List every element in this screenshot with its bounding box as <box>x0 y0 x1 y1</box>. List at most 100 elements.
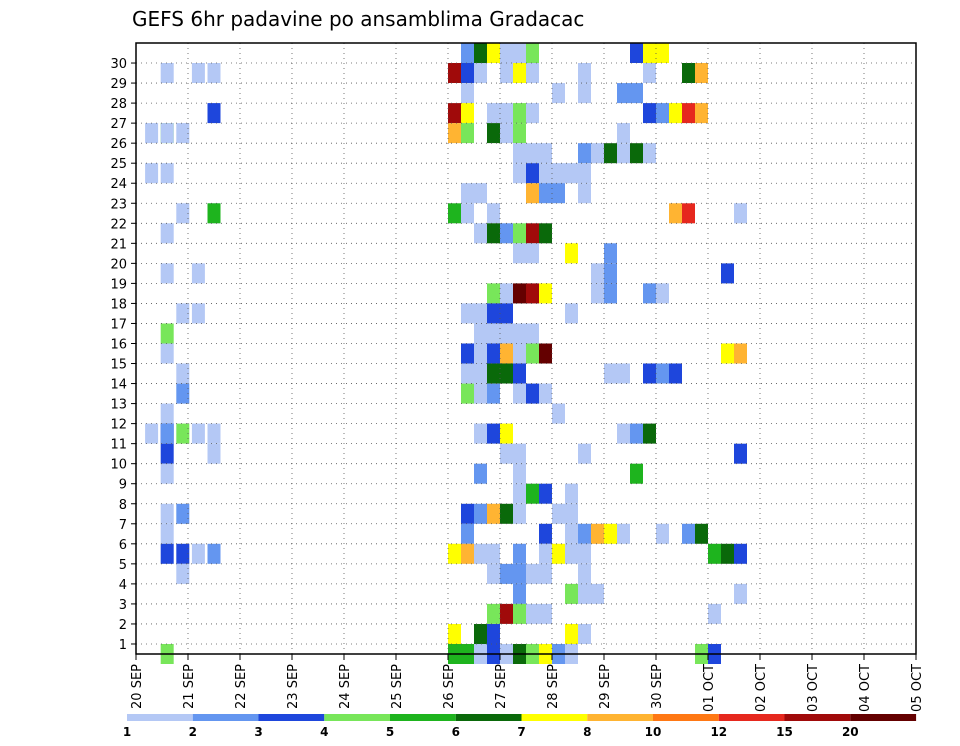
color-legend: 1 2 3 4 5 6 7 8 10 12 15 20 <box>123 714 917 739</box>
heatmap-cell <box>695 63 708 83</box>
heatmap-cell <box>526 343 539 364</box>
heatmap-cell <box>500 103 513 124</box>
legend-label: 7 <box>517 725 525 739</box>
heatmap-cell <box>145 423 159 444</box>
heatmap-cell <box>656 363 669 384</box>
heatmap-cell <box>552 503 565 524</box>
heatmap-cell <box>721 543 734 564</box>
heatmap-cell <box>500 363 513 384</box>
heatmap-cell <box>500 323 513 344</box>
heatmap-cell <box>539 603 552 624</box>
y-tick-label: 25 <box>110 157 127 172</box>
heatmap-cell <box>461 63 474 83</box>
heatmap-cell <box>682 103 695 124</box>
heatmap-cell <box>500 503 513 524</box>
heatmap-cell <box>734 343 747 364</box>
heatmap-cell <box>207 63 221 83</box>
heatmap-cell <box>539 523 552 544</box>
heatmap-cell <box>539 483 552 504</box>
y-tick-label: 9 <box>119 478 127 493</box>
x-tick-label: 27 SEP <box>494 664 509 709</box>
heatmap-cell <box>604 143 617 164</box>
heatmap-cell <box>565 163 578 184</box>
heatmap-cell <box>448 103 461 124</box>
heatmap-cell <box>578 163 591 184</box>
heatmap-cell <box>160 463 174 484</box>
x-tick-label: 30 SEP <box>650 664 665 709</box>
y-tick-label: 23 <box>110 197 127 212</box>
heatmap-cell <box>708 543 721 564</box>
heatmap-cell <box>513 63 526 83</box>
heatmap-cell <box>207 103 221 124</box>
heatmap-cell <box>526 163 539 184</box>
heatmap-cell <box>176 563 190 584</box>
heatmap-cell <box>539 183 552 204</box>
legend-swatch <box>850 714 917 721</box>
heatmap-cell <box>643 43 656 63</box>
y-tick-label: 5 <box>119 558 127 573</box>
heatmap-cell <box>539 223 552 244</box>
heatmap-cell <box>669 203 682 224</box>
heatmap-cell <box>487 323 500 344</box>
y-tick-label: 1 <box>119 638 127 653</box>
heatmap-cell <box>591 523 604 544</box>
heatmap-cell <box>500 303 513 324</box>
heatmap-cell <box>500 563 513 584</box>
heatmap-cell <box>487 563 500 584</box>
heatmap-cell <box>578 583 591 604</box>
heatmap-cell <box>643 143 656 164</box>
heatmap-cell <box>526 243 539 264</box>
heatmap-cell <box>552 163 565 184</box>
chart-title: GEFS 6hr padavine po ansamblima Gradacac <box>132 7 584 31</box>
heatmap-cell <box>474 63 487 83</box>
heatmap-cell <box>552 543 565 564</box>
heatmap-cell <box>461 363 474 384</box>
heatmap-cell <box>474 383 487 404</box>
heatmap-cell <box>513 483 526 504</box>
heatmap-cell <box>160 423 174 444</box>
legend-swatch <box>784 714 851 721</box>
heatmap-cell <box>565 583 578 604</box>
heatmap-cell <box>176 123 190 144</box>
heatmap-cell <box>487 123 500 144</box>
heatmap-cell <box>539 383 552 404</box>
y-tick-label: 22 <box>110 217 127 232</box>
heatmap-cell <box>604 263 617 284</box>
heatmap-cell <box>461 183 474 204</box>
heatmap-cell <box>487 383 500 404</box>
heatmap-cell <box>526 103 539 124</box>
heatmap-cell <box>617 83 630 104</box>
heatmap-cell <box>643 423 656 444</box>
grid-lines <box>136 43 916 654</box>
heatmap-cell <box>160 403 174 424</box>
heatmap-cell <box>604 363 617 384</box>
legend-label: 12 <box>710 725 727 739</box>
heatmap-cell <box>552 183 565 204</box>
heatmap-cell <box>500 123 513 144</box>
x-tick-label: 04 OCT <box>858 664 873 712</box>
heatmap-cell <box>513 583 526 604</box>
x-tick-label: 03 OCT <box>806 664 821 712</box>
y-tick-label: 29 <box>110 77 127 92</box>
heatmap-cell <box>176 423 190 444</box>
heatmap-cell <box>591 263 604 284</box>
heatmap-cell <box>669 363 682 384</box>
heatmap-cell <box>734 203 747 224</box>
heatmap-cell <box>474 223 487 244</box>
heatmap-cell <box>448 624 461 644</box>
y-tick-label: 3 <box>119 598 127 613</box>
heatmap-cell <box>565 503 578 524</box>
heatmap-cell <box>160 543 174 564</box>
heatmap-cell <box>526 143 539 164</box>
heatmap-cell <box>617 123 630 144</box>
heatmap-cell <box>160 323 174 344</box>
heatmap-cell <box>461 303 474 324</box>
heatmap-cell <box>565 523 578 544</box>
heatmap-cell <box>207 443 221 464</box>
heatmap-cell <box>656 103 669 124</box>
heatmap-cell <box>643 63 656 83</box>
y-tick-label: 21 <box>110 237 127 252</box>
heatmap-cell <box>461 523 474 544</box>
